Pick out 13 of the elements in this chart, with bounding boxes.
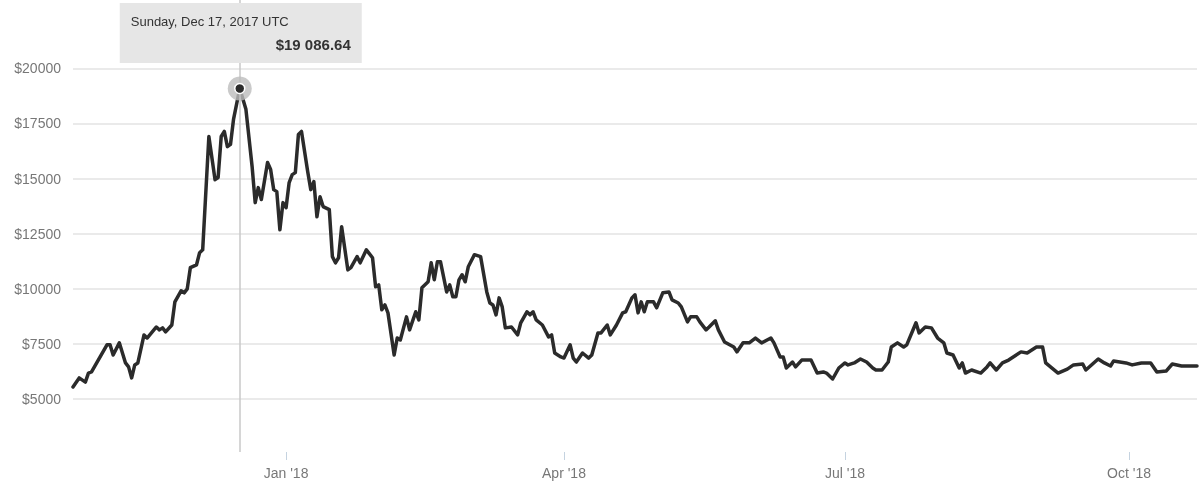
y-tick-label: $17500: [14, 115, 62, 132]
annotation: $19 086.64: [275, 36, 352, 53]
y-tick-label: $10000: [14, 280, 62, 297]
y-tick-label: $20000: [14, 60, 62, 77]
x-tick-label: Oct '18: [1107, 465, 1152, 481]
annotation: Sunday, Dec 17, 2017 UTC: [130, 14, 289, 29]
y-tick-label: $5000: [22, 391, 62, 408]
x-tick-label: Jan '18: [263, 465, 309, 481]
y-tick-label: $7500: [22, 335, 62, 352]
y-tick-label: $12500: [14, 225, 62, 242]
y-tick-label: $15000: [14, 170, 62, 187]
x-tick-label: Jul '18: [824, 465, 866, 481]
x-tick-label: Apr '18: [542, 465, 587, 481]
